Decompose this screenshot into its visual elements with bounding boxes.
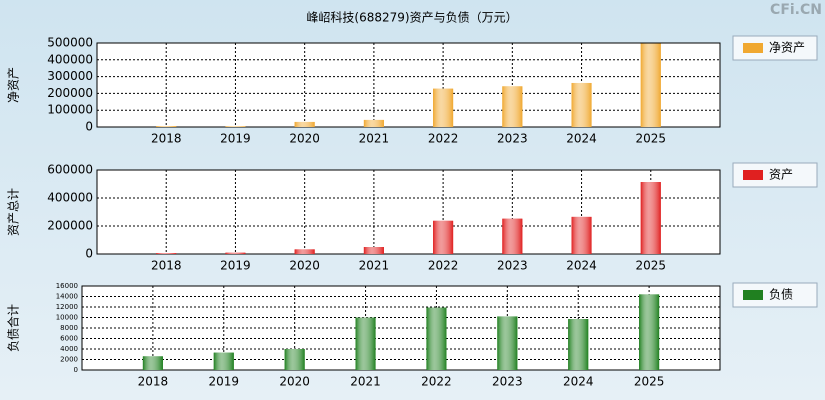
- y-tick-label: 10000: [56, 314, 78, 322]
- bar-shade: [156, 126, 177, 127]
- y-tick-label: 0: [85, 120, 93, 134]
- x-tick-label: 2020: [289, 132, 320, 146]
- legend-swatch: [743, 290, 763, 300]
- bar-shade: [225, 252, 246, 254]
- y-axis-label: 资产总计: [7, 188, 21, 236]
- x-tick-label: 2022: [421, 375, 452, 389]
- x-tick-label: 2025: [634, 375, 665, 389]
- bar-shade: [156, 253, 177, 254]
- x-tick-label: 2024: [563, 375, 594, 389]
- bar-shade: [142, 356, 163, 370]
- bar-shade: [294, 121, 315, 127]
- x-tick-label: 2020: [279, 375, 310, 389]
- x-tick-label: 2022: [428, 259, 459, 273]
- y-tick-label: 4000: [60, 345, 78, 353]
- x-tick-label: 2019: [220, 259, 251, 273]
- bar-shade: [294, 249, 315, 254]
- bar-shade: [426, 307, 447, 370]
- y-tick-label: 12000: [56, 303, 78, 311]
- bar-shade: [225, 126, 246, 127]
- bar-shade: [497, 316, 518, 370]
- y-tick-label: 500000: [47, 36, 93, 50]
- x-tick-label: 2023: [492, 375, 523, 389]
- bar-shade: [502, 86, 523, 127]
- bar-shade: [502, 218, 523, 254]
- y-tick-label: 200000: [47, 219, 93, 233]
- legend-label: 负债: [769, 288, 793, 302]
- x-tick-label: 2023: [497, 259, 528, 273]
- plot-area: [81, 285, 721, 371]
- bar-shade: [284, 349, 305, 370]
- bar-shade: [433, 88, 454, 127]
- x-tick-label: 2023: [497, 132, 528, 146]
- x-tick-label: 2021: [359, 259, 390, 273]
- legend-label: 净资产: [769, 41, 805, 55]
- x-tick-label: 2019: [209, 375, 240, 389]
- chart-title: 峰岹科技(688279)资产与负债（万元）: [306, 11, 517, 25]
- y-tick-label: 2000: [60, 356, 78, 364]
- y-tick-label: 0: [85, 247, 93, 261]
- y-tick-label: 14000: [56, 293, 78, 301]
- legend-label: 资产: [769, 168, 793, 182]
- watermark: CFi.CN: [770, 2, 822, 18]
- bar-shade: [568, 319, 589, 370]
- bar-shade: [640, 182, 661, 254]
- x-tick-label: 2022: [428, 132, 459, 146]
- bar-shade: [355, 317, 376, 370]
- plot-area: [96, 42, 721, 128]
- y-tick-label: 6000: [60, 335, 78, 343]
- y-tick-label: 400000: [47, 191, 93, 205]
- y-axis-label: 净资产: [7, 67, 21, 103]
- bar-shade: [640, 43, 661, 128]
- x-tick-label: 2025: [636, 132, 667, 146]
- y-tick-label: 16000: [56, 282, 78, 290]
- x-tick-label: 2018: [151, 132, 182, 146]
- legend-swatch: [743, 43, 763, 53]
- y-tick-label: 200000: [47, 86, 93, 100]
- y-tick-label: 0: [74, 366, 78, 374]
- bar-shade: [571, 216, 592, 254]
- bar-shade: [433, 220, 454, 254]
- x-tick-label: 2021: [359, 132, 390, 146]
- x-tick-label: 2024: [566, 132, 597, 146]
- y-tick-label: 8000: [60, 324, 78, 332]
- bar-shade: [213, 352, 234, 370]
- bar-shade: [571, 82, 592, 127]
- x-tick-label: 2018: [138, 375, 169, 389]
- y-tick-label: 400000: [47, 52, 93, 66]
- bar-shade: [639, 294, 660, 370]
- y-tick-label: 600000: [47, 163, 93, 177]
- x-tick-label: 2021: [350, 375, 381, 389]
- x-tick-label: 2024: [566, 259, 597, 273]
- bar-shade: [363, 247, 384, 254]
- x-tick-label: 2025: [636, 259, 667, 273]
- x-tick-label: 2020: [289, 259, 320, 273]
- x-tick-label: 2018: [151, 259, 182, 273]
- y-axis-label: 负债合计: [6, 304, 21, 352]
- legend-swatch: [743, 170, 763, 180]
- plot-area: [96, 169, 721, 255]
- y-tick-label: 100000: [47, 103, 93, 117]
- bar-shade: [363, 119, 384, 127]
- x-tick-label: 2019: [220, 132, 251, 146]
- y-tick-label: 300000: [47, 69, 93, 83]
